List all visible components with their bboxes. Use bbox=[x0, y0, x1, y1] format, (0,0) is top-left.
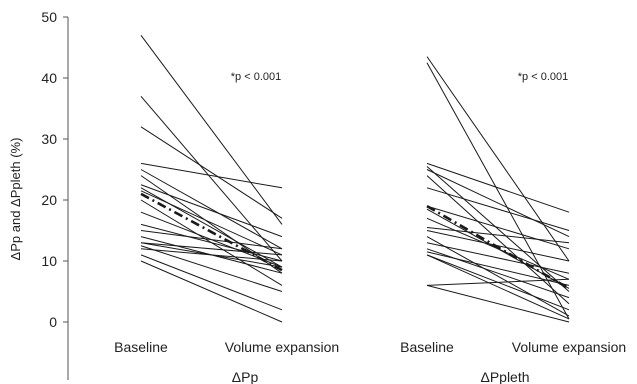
subject-lines bbox=[140, 35, 283, 323]
y-tick-label: 50 bbox=[41, 9, 57, 25]
subject-line bbox=[140, 254, 283, 311]
subject-line bbox=[426, 169, 570, 238]
subject-line bbox=[426, 254, 570, 320]
subject-line bbox=[140, 223, 283, 262]
subject-line bbox=[426, 236, 570, 317]
x-category-volume-expansion: Volume expansion bbox=[512, 339, 626, 355]
subject-line bbox=[140, 248, 283, 262]
x-category-baseline: Baseline bbox=[114, 339, 168, 355]
panel-delta-ppleth: *p < 0.001 Baseline Volume expansion ΔPp… bbox=[400, 56, 626, 384]
subject-line bbox=[426, 242, 570, 274]
subject-line bbox=[426, 205, 570, 250]
subject-line bbox=[426, 62, 570, 320]
y-tick-label: 10 bbox=[41, 253, 57, 269]
y-tick-label: 20 bbox=[41, 192, 57, 208]
y-ticks: 0 10 20 30 40 50 bbox=[41, 9, 68, 330]
subject-line bbox=[426, 175, 570, 305]
subject-line bbox=[140, 169, 283, 250]
subject-line bbox=[140, 35, 283, 225]
mean-line bbox=[140, 192, 283, 272]
annotation-pvalue: *p < 0.001 bbox=[518, 71, 568, 83]
y-tick-label: 40 bbox=[41, 70, 57, 86]
x-category-volume-expansion: Volume expansion bbox=[225, 339, 339, 355]
subject-lines bbox=[426, 56, 570, 323]
subject-line bbox=[426, 230, 570, 262]
subject-line bbox=[140, 184, 283, 238]
subject-line bbox=[426, 284, 570, 323]
panel-label: ΔPpleth bbox=[480, 369, 529, 384]
y-tick-label: 0 bbox=[49, 314, 57, 330]
subject-line bbox=[426, 217, 570, 280]
panel-delta-pp: *p < 0.001 Baseline Volume expansion ΔPp bbox=[114, 35, 339, 384]
subject-line bbox=[426, 187, 570, 231]
subject-line bbox=[140, 162, 283, 189]
subject-line bbox=[140, 260, 283, 323]
panel-label: ΔPp bbox=[232, 369, 259, 384]
subject-line bbox=[140, 242, 283, 256]
y-tick-label: 30 bbox=[41, 131, 57, 147]
subject-line bbox=[140, 95, 283, 262]
subject-line bbox=[426, 226, 570, 244]
subject-line bbox=[140, 230, 283, 250]
subject-line bbox=[426, 56, 570, 262]
subject-line bbox=[140, 190, 283, 256]
subject-line bbox=[140, 126, 283, 219]
x-category-baseline: Baseline bbox=[400, 339, 454, 355]
subject-line bbox=[426, 166, 570, 292]
y-axis-label: ΔPp and ΔPpleth (%) bbox=[8, 138, 23, 261]
mean-line bbox=[426, 204, 570, 290]
subject-line bbox=[426, 251, 570, 286]
annotation-pvalue: *p < 0.001 bbox=[231, 71, 281, 83]
subject-line bbox=[140, 245, 283, 292]
subject-line bbox=[426, 278, 570, 286]
subject-line bbox=[426, 162, 570, 213]
